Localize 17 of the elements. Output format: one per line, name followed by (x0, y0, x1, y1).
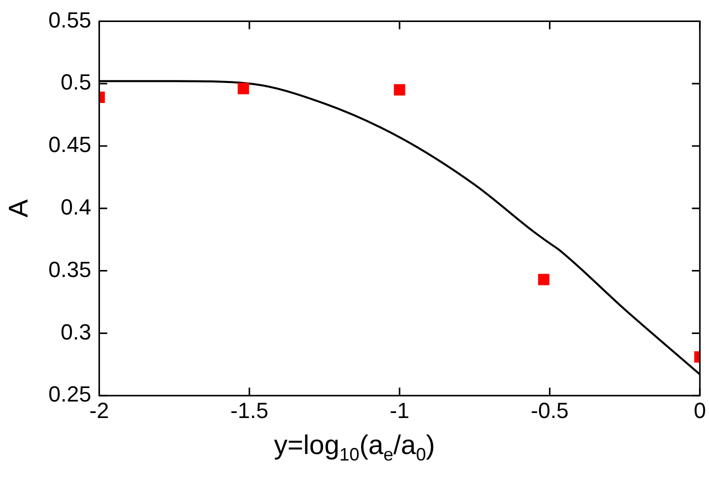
y-tick-label: 0.55 (48, 7, 92, 32)
y-tick-label: 0.4 (60, 194, 92, 220)
y-axis-title: A (4, 199, 34, 218)
point (238, 82, 250, 94)
x-tick-label: -1 (390, 398, 410, 423)
x-tick-label: -1.5 (230, 398, 268, 423)
y-tick-label: 0.45 (48, 132, 92, 158)
x-tick-label: 0 (694, 398, 706, 423)
y-tick-label: 0.3 (60, 319, 92, 344)
x-tick-label: -0.5 (530, 398, 569, 423)
x-axis-title: y=log$_{10}$(a$_{e}$/a$_{0}$) (273, 430, 436, 466)
y-tick-label: 0.35 (48, 256, 92, 282)
point (394, 84, 406, 96)
x-tick-label: -2 (89, 398, 109, 423)
y-tick-label: 0.5 (60, 70, 92, 95)
y-tick-label: 0.25 (48, 382, 92, 407)
point (538, 274, 550, 286)
